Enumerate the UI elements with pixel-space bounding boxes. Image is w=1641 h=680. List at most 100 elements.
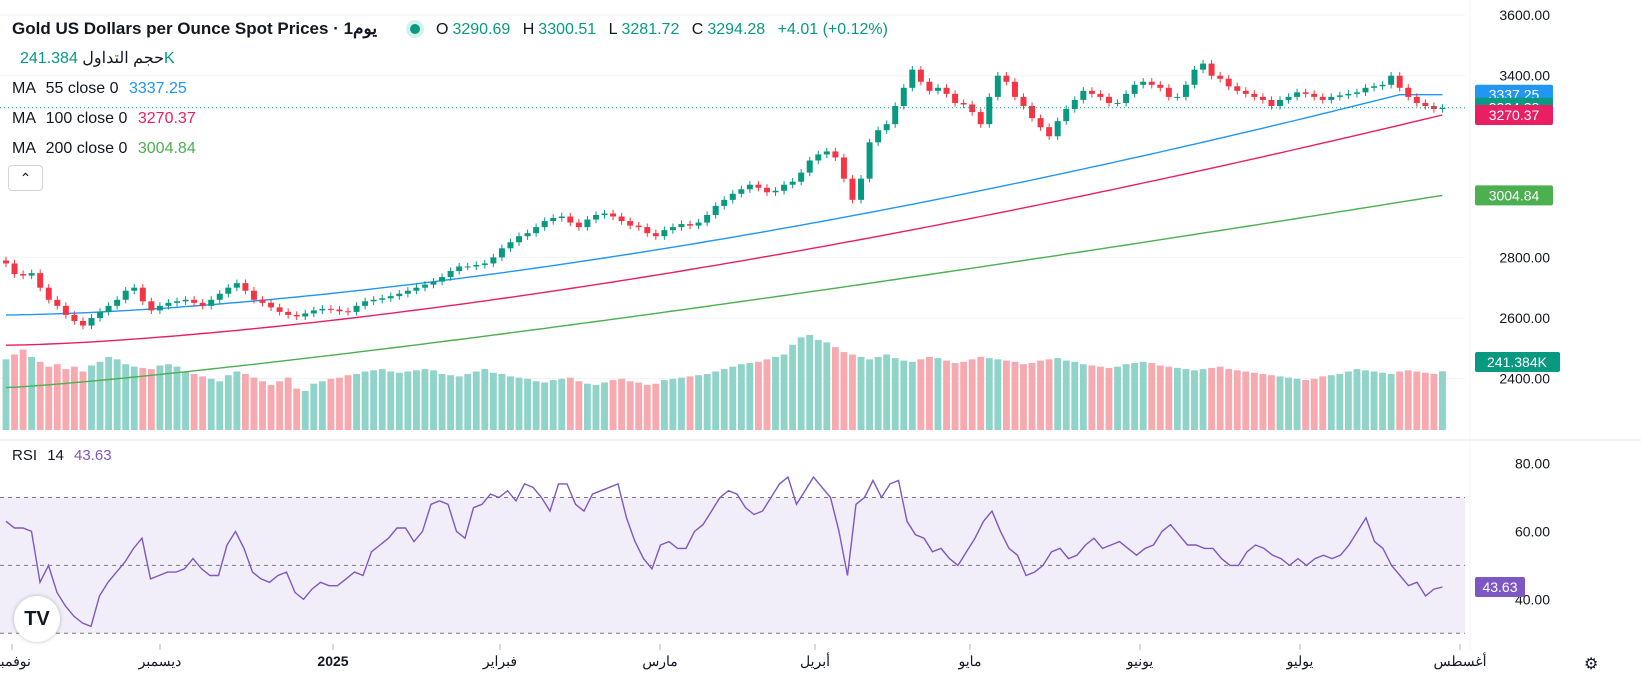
volume-bar: [156, 365, 164, 430]
candle-body: [738, 189, 745, 194]
candle-body: [1200, 63, 1207, 70]
price-tick-label: 3400.00: [1499, 68, 1550, 84]
candle-body: [327, 308, 334, 310]
candle-body: [746, 184, 753, 190]
volume-bar: [1225, 369, 1233, 430]
volume-bar: [849, 354, 856, 430]
ma100-legend[interactable]: MA 100 close 0 3270.37: [12, 104, 892, 134]
volume-bar: [1122, 364, 1130, 430]
volume-bar: [130, 366, 138, 430]
volume-bar: [1370, 371, 1378, 430]
volume-bar: [584, 383, 591, 430]
ohlc-values: O 3290.69 H 3300.51 L 3281.72 C 3294.28 +4.0…: [436, 21, 892, 38]
price-badge-label: 3270.37: [1489, 107, 1540, 123]
candle-body: [1294, 92, 1301, 97]
candle-body: [1396, 75, 1403, 88]
candle-body: [772, 190, 779, 193]
candle-body: [1413, 96, 1420, 103]
ma200-legend[interactable]: MA 200 close 0 3004.84: [12, 134, 892, 164]
candle-body: [627, 221, 634, 226]
candle-body: [268, 302, 275, 308]
open-value: 3290.69: [452, 21, 511, 38]
collapse-legend-button[interactable]: ⌃: [8, 165, 43, 191]
volume-bar: [626, 381, 634, 430]
candle-body: [926, 81, 933, 91]
time-axis-label: ديسمبر: [138, 653, 182, 670]
volume-bar: [703, 373, 711, 430]
volume-bar: [216, 381, 224, 430]
time-axis-label: 2025: [317, 653, 348, 669]
volume-bar: [395, 372, 403, 430]
ma55-value: 3337.25: [128, 80, 187, 97]
volume-bar: [276, 381, 284, 430]
candle-body: [1165, 87, 1172, 97]
volume-bar: [36, 361, 44, 430]
volume-bar: [1353, 369, 1361, 430]
ma200-params: 200 close 0: [45, 140, 128, 157]
volume-bar: [147, 369, 155, 430]
candle-body: [20, 274, 27, 276]
candle-body: [644, 227, 651, 234]
volume-bar: [1242, 371, 1250, 430]
volume-bar: [635, 382, 643, 430]
ma-line-1: [5, 114, 1443, 346]
volume-badge: [1475, 352, 1560, 372]
candle-body: [618, 216, 625, 222]
candle-body: [994, 75, 1001, 97]
volume-bar: [994, 359, 1002, 430]
candle-body: [97, 311, 104, 318]
candle-body: [302, 313, 309, 317]
volume-bar: [241, 373, 249, 430]
price-tick-label: 2400.00: [1499, 371, 1550, 387]
candle-body: [823, 151, 830, 155]
rsi-line: [5, 475, 1443, 628]
tradingview-logo-icon[interactable]: TV: [14, 596, 60, 642]
candle-body: [892, 105, 899, 125]
volume-bar: [1173, 367, 1181, 430]
volume-bar: [344, 375, 352, 430]
volume-bar: [489, 372, 497, 430]
candle-body: [516, 236, 523, 243]
volume-legend[interactable]: حجم التداول 241.384K: [12, 44, 892, 74]
candle-body: [661, 230, 668, 237]
volume-bar: [840, 352, 848, 430]
volume-bar: [1336, 373, 1344, 430]
rsi-tick-label: 80.00: [1515, 456, 1550, 472]
volume-bar: [165, 364, 172, 430]
candle-body: [1157, 84, 1164, 88]
ma100-label: MA: [12, 110, 36, 127]
candle-body: [849, 178, 856, 200]
volume-bar: [113, 359, 121, 430]
candle-body: [1191, 69, 1198, 85]
rsi-legend[interactable]: RSI 14 43.63: [12, 447, 112, 464]
volume-bar: [737, 364, 745, 430]
time-axis-label: نوفمبر: [0, 653, 31, 670]
market-status-icon: [409, 24, 420, 34]
candle-body: [1371, 86, 1378, 88]
gear-icon[interactable]: ⚙: [1584, 656, 1599, 673]
volume-bar: [327, 378, 335, 430]
candle-body: [396, 293, 403, 297]
volume-bar: [900, 360, 908, 430]
volume-bar: [1139, 361, 1147, 430]
volume-bar: [558, 378, 566, 430]
symbol-title[interactable]: Gold US Dollars per Ounce Spot Prices · …: [12, 19, 378, 38]
volume-bar: [695, 375, 702, 430]
volume-bar: [507, 376, 514, 430]
volume-bar: [1148, 363, 1156, 430]
candle-body: [635, 225, 642, 228]
candle-body: [781, 184, 788, 191]
rsi-band: [0, 497, 1465, 634]
price-tick-label: 3600.00: [1499, 7, 1550, 23]
ma100-value: 3270.37: [137, 110, 196, 127]
ma55-legend[interactable]: MA 55 close 0 3337.25: [12, 74, 892, 104]
candle-body: [567, 216, 574, 223]
volume-bar: [660, 380, 668, 430]
volume-bar: [515, 377, 523, 430]
volume-bar: [267, 384, 275, 430]
candle-body: [550, 218, 557, 222]
volume-bar: [874, 356, 882, 430]
volume-bar: [1114, 366, 1121, 430]
candle-body: [1362, 87, 1369, 93]
